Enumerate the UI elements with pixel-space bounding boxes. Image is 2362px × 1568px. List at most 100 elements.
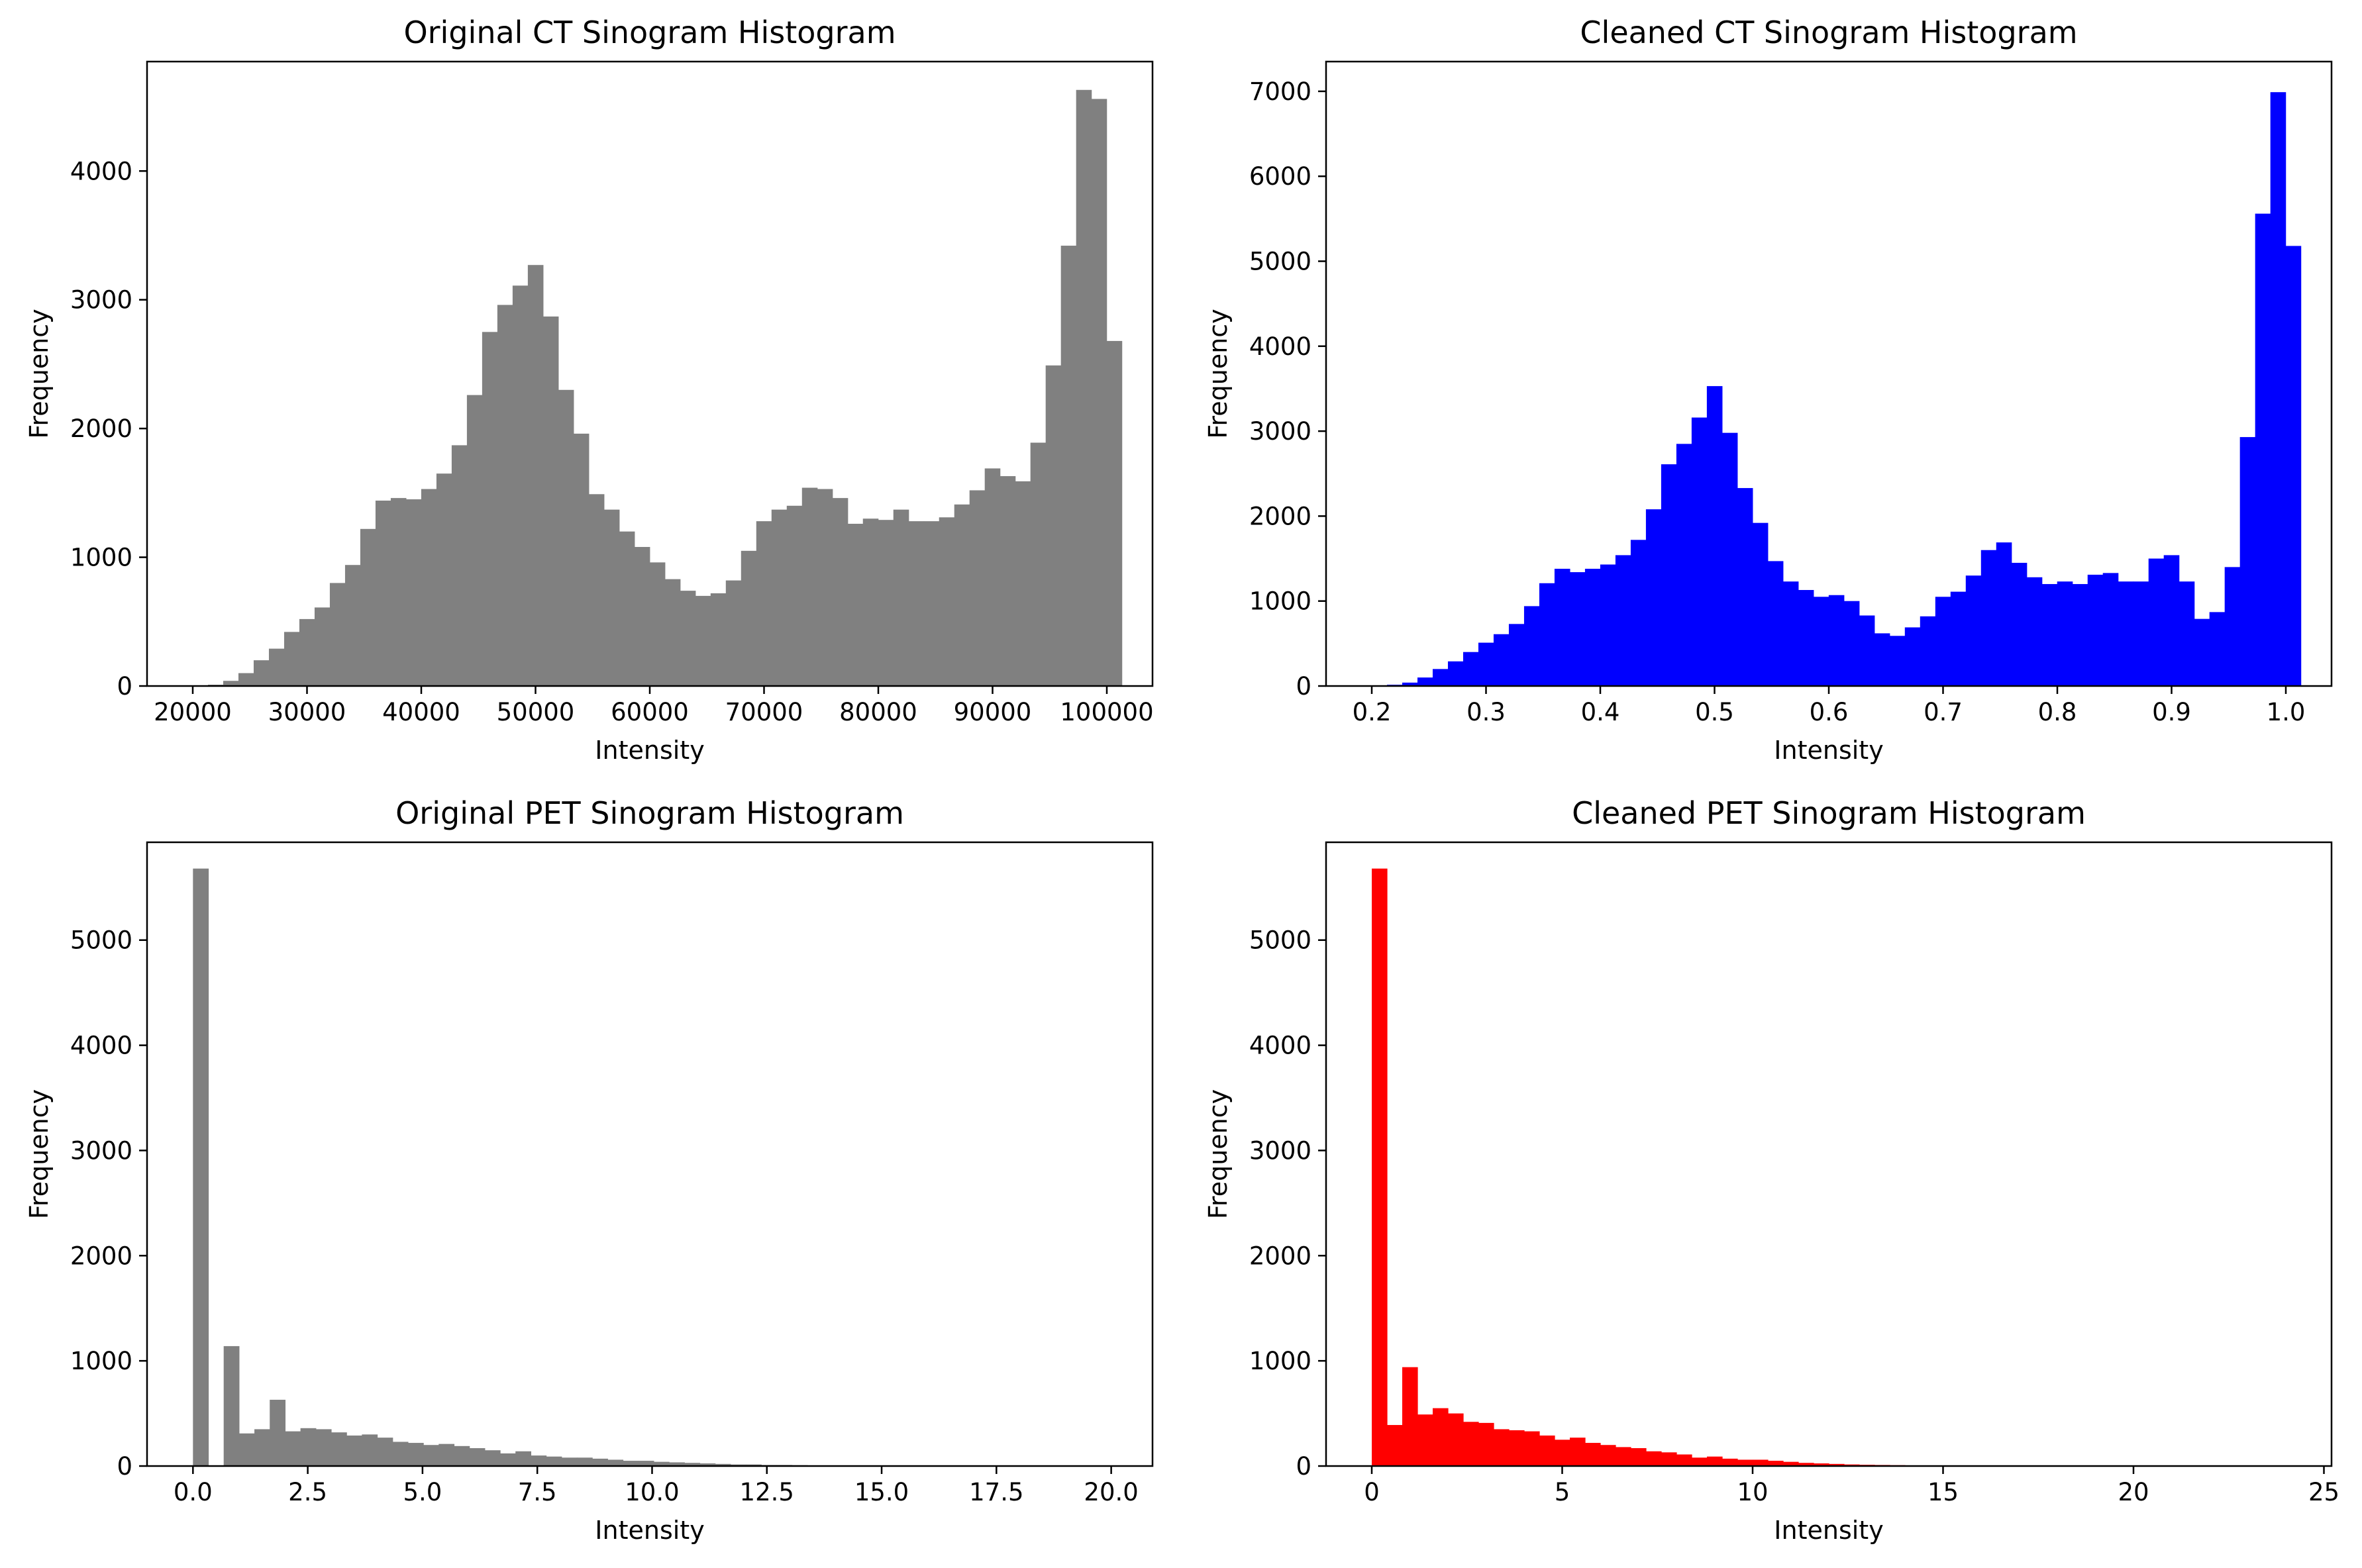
histogram-bar [1768, 1461, 1784, 1466]
histogram-bar [680, 591, 696, 686]
x-tick-label: 12.5 [740, 1478, 794, 1506]
y-tick-label: 4000 [1249, 1032, 1311, 1060]
histogram-bar [314, 607, 331, 686]
histogram-bar [1935, 597, 1951, 686]
histogram-bar [771, 509, 788, 686]
histogram-bar [1447, 661, 1464, 686]
x-tick-label: 17.5 [969, 1478, 1023, 1506]
y-tick-label: 2000 [70, 415, 132, 443]
histogram-bar [283, 632, 300, 686]
histogram-bar [1676, 444, 1692, 686]
histogram-bar [1920, 616, 1936, 686]
histogram-bar [193, 868, 209, 1466]
histogram-bar [1076, 89, 1092, 686]
x-tick-label: 60000 [611, 698, 689, 726]
histogram-bar [360, 528, 376, 686]
x-tick-label: 0.5 [1695, 698, 1734, 726]
x-tick-label: 0 [1364, 1478, 1380, 1506]
histogram-bar [253, 660, 270, 686]
histogram-bar [939, 517, 955, 686]
histogram-bar [362, 1434, 378, 1466]
histogram-bar [1661, 1452, 1677, 1466]
ct-original-y-axis-label: Frequency [25, 309, 54, 438]
histogram-bar [923, 521, 940, 686]
histogram-bar [1448, 1413, 1464, 1466]
y-tick-label: 0 [117, 1452, 132, 1481]
histogram-bar [607, 1459, 624, 1466]
histogram-bar [451, 445, 468, 686]
histogram-bar [392, 1442, 409, 1466]
histogram-bar [1387, 1425, 1403, 1466]
y-tick-label: 3000 [70, 1136, 132, 1165]
ct-original-title: Original CT Sinogram Histogram [403, 15, 896, 50]
histogram-bar [300, 1428, 317, 1466]
histogram-bar [1737, 488, 1753, 686]
histogram-bar [1417, 1414, 1433, 1466]
pet-original-panel: 0.0 2.5 5.0 7.5 10.0 12.5 15.0 17.5 20.0 0 1000 200… [25, 795, 1154, 1545]
histogram-bar [1798, 590, 1814, 686]
histogram-bar [344, 565, 361, 686]
histogram-bar [2057, 581, 2073, 686]
histogram-bar [2209, 612, 2226, 686]
histogram-bar [512, 285, 529, 686]
y-tick-label: 0 [1296, 672, 1311, 701]
histogram-bar [2239, 437, 2256, 686]
histogram-bar [346, 1435, 362, 1466]
histogram-bar [423, 1445, 439, 1466]
histogram-bar [1570, 1438, 1586, 1466]
histogram-bar [2087, 574, 2104, 686]
histogram-bar [2072, 584, 2088, 686]
histogram-bar [710, 593, 727, 686]
histogram-bar [1828, 595, 1845, 686]
histogram-bar [699, 1463, 716, 1466]
histogram-bar [1523, 606, 1540, 686]
histogram-bar [270, 1399, 286, 1466]
pet-original-axes-frame [146, 841, 1154, 1467]
histogram-bar [634, 547, 650, 686]
x-tick-label: 0.3 [1466, 698, 1506, 726]
histogram-bar [1433, 1408, 1449, 1466]
histogram-bar [1478, 642, 1494, 686]
histogram-bar [2133, 581, 2149, 686]
histogram-bar [2163, 555, 2180, 686]
histogram-bar [299, 618, 315, 686]
histogram-bar [1630, 540, 1647, 686]
y-tick-label: 1000 [1249, 587, 1311, 616]
histogram-bar [561, 1457, 578, 1466]
histogram-bar [1829, 1463, 1845, 1466]
histogram-bar [2285, 246, 2302, 686]
y-tick-label: 1000 [70, 1347, 132, 1375]
histogram-bar [1843, 601, 1860, 686]
histogram-bar [1509, 1430, 1525, 1466]
histogram-bar [2118, 581, 2134, 686]
histogram-bar [1889, 636, 1906, 686]
x-tick-label: 15 [1927, 1478, 1959, 1506]
y-tick-label: 4000 [70, 1032, 132, 1060]
histogram-bar [1980, 550, 1997, 686]
histogram-bar [329, 583, 346, 686]
histogram-bar [984, 468, 1001, 686]
x-tick-label: 90000 [954, 698, 1032, 726]
histogram-bar [1798, 1463, 1814, 1466]
histogram-bar [223, 1346, 240, 1466]
y-tick-label: 4000 [1249, 332, 1311, 361]
x-tick-label: 5.0 [403, 1478, 442, 1506]
histogram-bar [405, 499, 422, 686]
y-tick-label: 5000 [1249, 248, 1311, 276]
histogram-bar [1478, 1422, 1494, 1466]
histogram-bar [1996, 542, 2012, 686]
histogram-bar [454, 1446, 470, 1466]
x-tick-label: 25 [2308, 1478, 2339, 1506]
histogram-bar [1783, 1461, 1799, 1466]
histogram-bar [1645, 509, 1662, 686]
y-tick-label: 0 [117, 672, 132, 701]
histogram-bar [1585, 1443, 1601, 1466]
histogram-bar [500, 1453, 516, 1466]
histogram-bar [969, 490, 986, 686]
histogram-bar [653, 1461, 670, 1466]
histogram-bar [1753, 1459, 1769, 1466]
histogram-bar [756, 521, 772, 686]
histogram-bar [695, 595, 711, 686]
histogram-bar [1600, 1445, 1616, 1466]
